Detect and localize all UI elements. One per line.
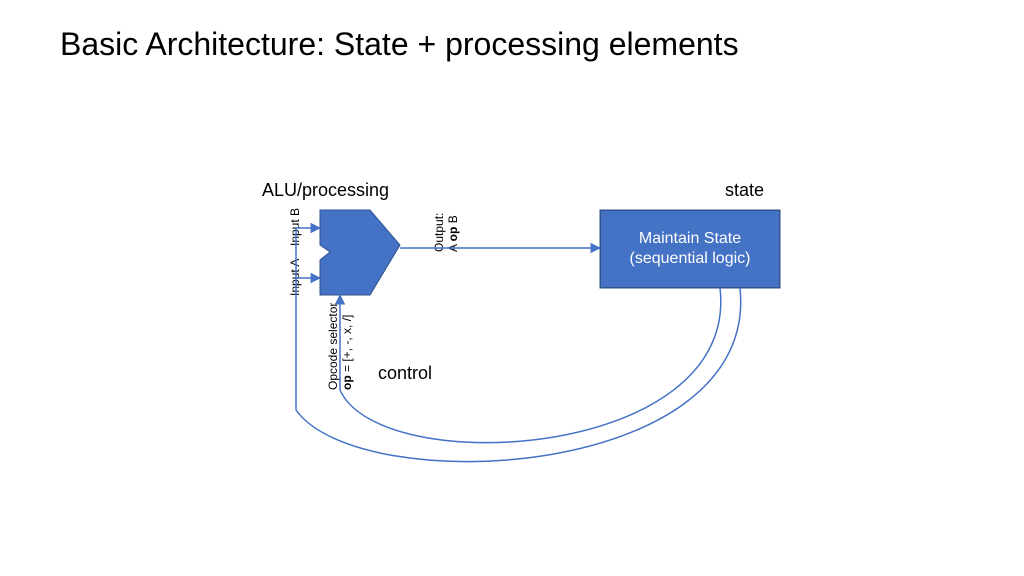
- output-label: Output: A op B: [432, 213, 460, 252]
- control-label: control: [378, 363, 432, 384]
- alu-section-label: ALU/processing: [262, 180, 389, 201]
- diagram-svg: [0, 0, 1024, 576]
- state-section-label: state: [725, 180, 764, 201]
- input-b-label: Input B: [288, 208, 302, 246]
- feedback-path-inputs: [296, 278, 741, 462]
- state-box: Maintain State (sequential logic): [600, 210, 780, 288]
- alu-text: ALU: [344, 233, 365, 268]
- input-a-label: Input A: [288, 259, 302, 296]
- opcode-label: Opcode selector op = [+, -, x, /]: [326, 303, 354, 390]
- page-title: Basic Architecture: State + processing e…: [60, 24, 739, 64]
